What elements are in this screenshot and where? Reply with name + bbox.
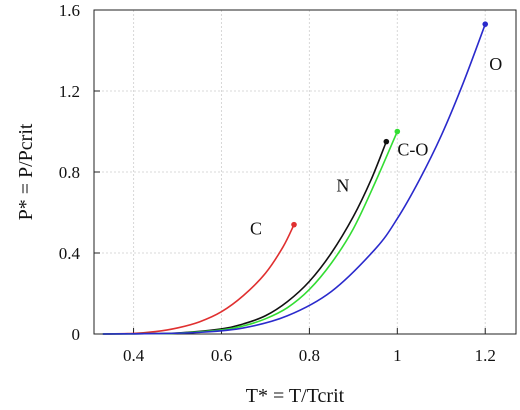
series-line-o — [102, 23, 486, 335]
endpoint-marker-o — [482, 21, 489, 27]
x-tick-label: 0.8 — [299, 346, 320, 365]
x-tick-label: 1.2 — [475, 346, 496, 365]
endpoint-marker-c-o — [394, 128, 401, 135]
y-tick-label: 1.2 — [59, 82, 80, 101]
grid — [94, 10, 516, 334]
x-axis-label: T* = T/Tcrit — [246, 385, 345, 407]
y-axis-label: P* = P/Pcrit — [15, 123, 37, 220]
x-tick-label: 0.4 — [123, 346, 145, 365]
y-tick-label: 0.8 — [59, 163, 80, 182]
series-line-n — [102, 141, 388, 335]
endpoint-marker-c — [291, 221, 297, 228]
y-tick-label: 1.6 — [59, 1, 80, 20]
series-label-n: N — [336, 176, 349, 196]
series-line-c — [102, 224, 295, 335]
x-tick-label: 1 — [393, 346, 402, 365]
series-labels: C N C-O O — [250, 54, 502, 238]
series-label-c-o: C-O — [397, 140, 428, 160]
endpoint-markers — [291, 21, 489, 228]
series-lines — [102, 23, 486, 335]
x-tick-label: 0.6 — [211, 346, 232, 365]
ticks: 0.4 0.6 0.8 1 1.2 0 0.4 0.8 1.2 1.6 — [59, 1, 496, 365]
series-label-c: C — [250, 219, 262, 239]
y-tick-label: 0 — [72, 325, 81, 344]
y-tick-label: 0.4 — [59, 244, 81, 263]
endpoint-marker-n — [383, 138, 390, 145]
series-label-o: O — [489, 54, 502, 74]
